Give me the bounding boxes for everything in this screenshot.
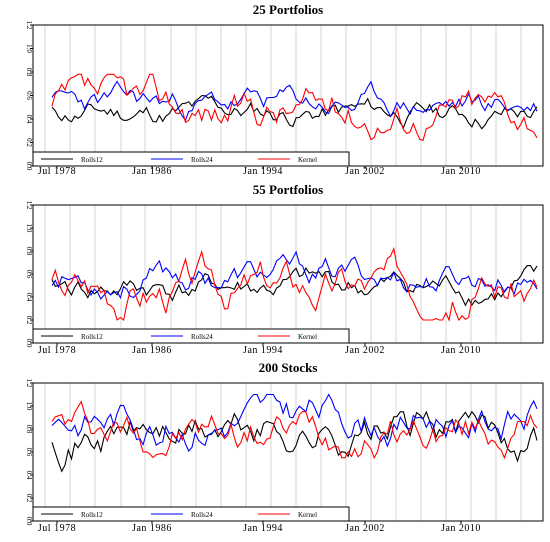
y-tick-label: 0.8: [25, 425, 33, 434]
legend-label: Kernel: [298, 511, 317, 519]
y-tick-label: 1.0: [25, 224, 33, 233]
y-tick-label: 0.8: [25, 68, 33, 77]
x-tick-label: Jan 2010: [441, 166, 481, 177]
y-tick-label: 0.2: [25, 138, 33, 147]
y-tick-label: 0.2: [25, 316, 33, 325]
y-tick-label: 0.6: [25, 270, 33, 279]
x-tick-label: Jan 1994: [243, 523, 283, 534]
x-tick-label: Jan 1986: [132, 166, 172, 177]
series-line-rolls12: [51, 410, 538, 473]
y-tick-label: 0.6: [25, 91, 33, 100]
x-tick-label: Jan 1994: [243, 345, 283, 356]
y-tick-label: 0.6: [25, 448, 33, 457]
chart-panel-2: 55 Portfolios 0.0 0.2 0.4 0.6 0.8 1.0 1.2 Jul 19…: [25, 182, 544, 356]
legend-label: Rolls24: [191, 156, 213, 164]
legend-label: Rolls12: [81, 156, 103, 164]
x-tick-label: Jan 1994: [243, 166, 283, 177]
chart-title: 200 Stocks: [259, 360, 318, 375]
x-tick-label: Jan 1986: [132, 345, 172, 356]
y-tick-label: 1.2: [25, 21, 33, 30]
y-tick-label: 0.8: [25, 247, 33, 256]
x-tick-label: Jan 2002: [345, 345, 385, 356]
legend-box: [32, 151, 350, 167]
legend-label: Rolls12: [81, 333, 103, 341]
y-tick-label: 1.0: [25, 44, 33, 53]
y-tick-label: 0.4: [25, 115, 33, 124]
legend-label: Rolls12: [81, 511, 103, 519]
legend-label: Rolls24: [191, 511, 213, 519]
y-tick-label: 0.0: [25, 162, 33, 171]
chart-panel-3: 200 Stocks 0.0 0.2 0.4 0.6 0.8 1.0 1.2 Jul 1978 J…: [25, 360, 544, 534]
plot-frame: [32, 382, 544, 522]
series-line-rolls12: [51, 265, 538, 307]
x-tick-label: Jan 2002: [345, 166, 385, 177]
series-line-kernel: [51, 246, 538, 322]
x-tick-label: Jul 1978: [38, 166, 76, 177]
legend-box: [32, 506, 350, 522]
legend-label: Rolls24: [191, 333, 213, 341]
legend-label: Kernel: [298, 333, 317, 341]
x-tick-label: Jan 1986: [132, 523, 172, 534]
x-tick-label: Jan 2010: [441, 523, 481, 534]
y-tick-label: 1.2: [25, 201, 33, 210]
legend-box: [32, 328, 350, 344]
x-tick-label: Jul 1978: [38, 345, 76, 356]
x-tick-label: Jan 2002: [345, 523, 385, 534]
y-tick-label: 1.2: [25, 379, 33, 388]
plot-frame: [32, 204, 544, 344]
series-line-kernel: [51, 400, 538, 460]
series-line-rolls12: [51, 95, 538, 130]
x-tick-label: Jul 1978: [38, 523, 76, 534]
legend-label: Kernel: [298, 156, 317, 164]
chart-title: 25 Portfolios: [253, 2, 323, 17]
y-tick-label: 0.0: [25, 517, 33, 526]
series-line-rolls24: [51, 250, 538, 300]
series-line-kernel: [51, 73, 538, 141]
y-tick-label: 1.0: [25, 402, 33, 411]
chart-title: 55 Portfolios: [253, 182, 323, 197]
y-tick-label: 0.4: [25, 471, 33, 480]
chart-panel-1: 25 Portfolios 0.0 0.2 0.4 0.6 0.8 1.0 1.2 Jul 19…: [25, 2, 544, 177]
y-tick-label: 0.4: [25, 293, 33, 302]
y-tick-label: 0.0: [25, 339, 33, 348]
y-tick-label: 0.2: [25, 494, 33, 503]
series-line-rolls24: [51, 80, 538, 122]
series-line-rolls24: [51, 393, 538, 452]
x-tick-label: Jan 2010: [441, 345, 481, 356]
